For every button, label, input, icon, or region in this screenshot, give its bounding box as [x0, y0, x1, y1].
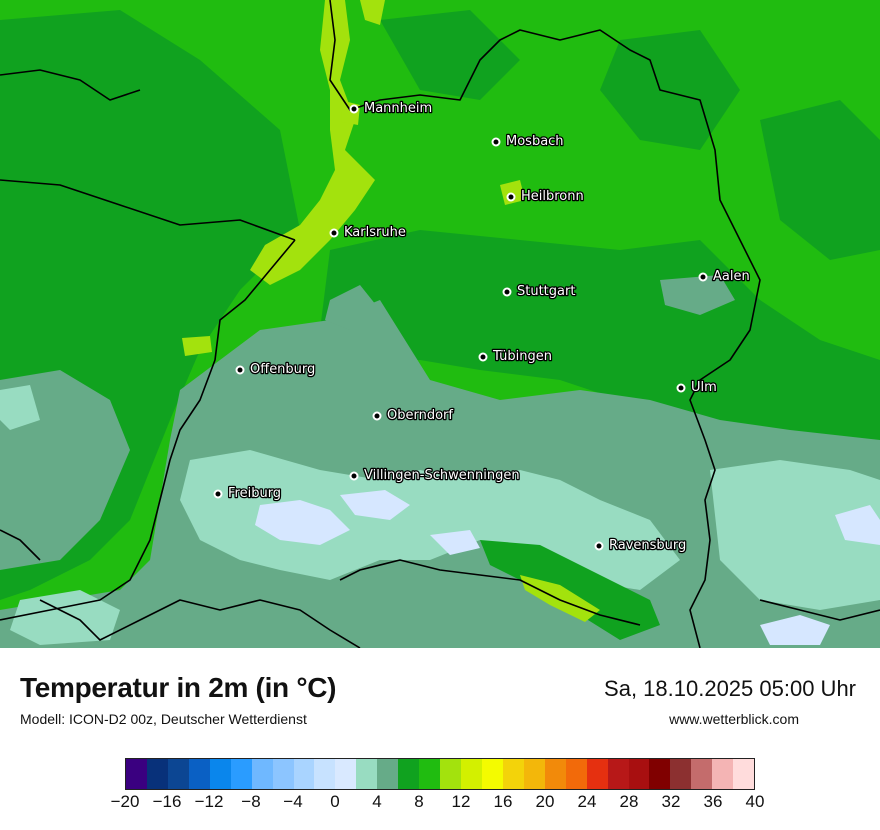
city-label-offenburg: Offenburg: [250, 362, 315, 377]
legend-tick: 16: [493, 792, 513, 811]
website-link[interactable]: www.wetterblick.com: [669, 711, 799, 727]
model-info: Modell: ICON-D2 00z, Deutscher Wetterdie…: [20, 711, 307, 727]
city-label-ulm: Ulm: [691, 380, 717, 395]
legend-swatch-11: [356, 759, 378, 789]
legend-tick: −8: [241, 792, 261, 811]
legend-swatch-2: [167, 759, 189, 789]
city-dot-mannheim: [349, 104, 359, 114]
region-borders: [0, 0, 880, 648]
legend-tick: −12: [194, 792, 224, 811]
legend-swatch-20: [544, 759, 566, 789]
legend-swatch-14: [419, 759, 441, 789]
city-dot-stuttgart: [502, 287, 512, 297]
legend-tick: 8: [414, 792, 424, 811]
legend-swatch-0: [126, 759, 147, 789]
city-dot-oberndorf: [372, 411, 382, 421]
city-label-karlsruhe: Karlsruhe: [344, 225, 406, 240]
legend-swatch-8: [293, 759, 315, 789]
color-legend: [125, 758, 755, 790]
legend-swatch-25: [649, 759, 671, 789]
city-label-mosbach: Mosbach: [506, 134, 564, 149]
map-footer: Temperatur in 2m (in °C) Modell: ICON-D2…: [0, 648, 880, 830]
legend-swatch-21: [565, 759, 587, 789]
city-label-aalen: Aalen: [713, 269, 750, 284]
city-label-freiburg: Freiburg: [228, 486, 281, 501]
city-label-heilbronn: Heilbronn: [521, 189, 584, 204]
legend-swatch-6: [251, 759, 273, 789]
legend-swatch-9: [314, 759, 336, 789]
city-dot-t-bingen: [478, 352, 488, 362]
city-dot-heilbronn: [506, 192, 516, 202]
legend-tick: 4: [372, 792, 382, 811]
forecast-datetime: Sa, 18.10.2025 05:00 Uhr: [604, 676, 856, 701]
city-label-ravensburg: Ravensburg: [609, 538, 686, 553]
legend-swatch-28: [712, 759, 734, 789]
legend-swatch-17: [481, 759, 503, 789]
legend-swatch-4: [209, 759, 231, 789]
legend-tick: 0: [330, 792, 340, 811]
legend-ticks: −20 −16 −12 −8 −4 0 4 8 12 16 20 24 28 32 36 40: [0, 792, 880, 822]
legend-swatch-10: [335, 759, 357, 789]
legend-swatch-16: [461, 759, 482, 789]
city-label-t-bingen: Tübingen: [492, 349, 552, 364]
legend-swatch-19: [523, 759, 545, 789]
city-dot-ravensburg: [594, 541, 604, 551]
legend-tick: 36: [703, 792, 723, 811]
legend-tick: 32: [661, 792, 681, 811]
legend-swatch-7: [272, 759, 294, 789]
legend-swatch-26: [670, 759, 692, 789]
legend-tick: −20: [110, 792, 140, 811]
legend-tick: 24: [577, 792, 597, 811]
legend-tick: −4: [283, 792, 303, 811]
temperature-field: [0, 0, 880, 648]
legend-swatch-22: [586, 759, 608, 789]
map-title: Temperatur in 2m (in °C): [20, 672, 337, 703]
city-dot-karlsruhe: [329, 228, 339, 238]
legend-swatch-24: [628, 759, 650, 789]
legend-swatch-12: [377, 759, 399, 789]
legend-tick: 20: [535, 792, 555, 811]
city-dot-villingen-schwenningen: [349, 471, 359, 481]
city-markers: Mannheim Mosbach Heilbronn Karlsruhe Aalen St…: [213, 100, 751, 554]
temperature-map: Mannheim Mosbach Heilbronn Karlsruhe Aalen St…: [0, 0, 880, 648]
legend-tick: −16: [152, 792, 182, 811]
legend-swatch-13: [398, 759, 420, 789]
city-dot-mosbach: [491, 137, 501, 147]
legend-swatch-3: [188, 759, 210, 789]
city-dot-aalen: [698, 272, 708, 282]
city-label-mannheim: Mannheim: [364, 101, 432, 116]
legend-swatch-23: [607, 759, 629, 789]
legend-tick: 40: [745, 792, 765, 811]
legend-swatch-5: [230, 759, 252, 789]
legend-tick: 12: [451, 792, 471, 811]
city-label-stuttgart: Stuttgart: [517, 284, 575, 299]
legend-swatch-29: [733, 759, 755, 789]
legend-tick: 28: [619, 792, 639, 811]
city-dot-freiburg: [213, 489, 223, 499]
city-label-villingen-schwenningen: Villingen-Schwenningen: [364, 468, 520, 483]
city-dot-offenburg: [235, 365, 245, 375]
legend-swatch-27: [691, 759, 713, 789]
legend-swatch-15: [440, 759, 461, 789]
city-label-oberndorf: Oberndorf: [387, 408, 453, 423]
legend-swatch-18: [502, 759, 524, 789]
legend-swatch-1: [146, 759, 168, 789]
city-dot-ulm: [676, 383, 686, 393]
